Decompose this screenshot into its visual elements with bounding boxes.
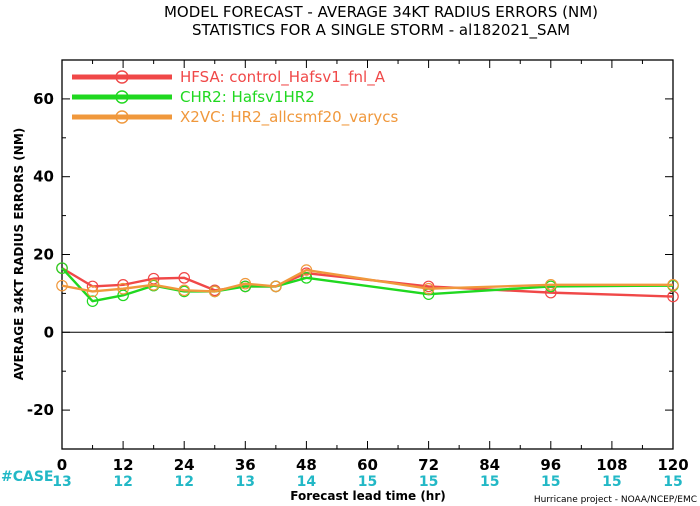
y-axis-label: AVERAGE 34KT RADIUS ERRORS (NM)	[12, 128, 26, 380]
x-axis-label: Forecast lead time (hr)	[290, 489, 446, 503]
series-2-marker-0	[56, 262, 68, 274]
case-count-108: 15	[602, 474, 621, 490]
y-tick-label-20: 20	[33, 246, 54, 264]
series-3-marker-18	[147, 279, 160, 291]
case-count-72: 15	[419, 474, 438, 490]
series-2-marker-48	[300, 272, 313, 284]
legend-marker-2	[115, 90, 129, 104]
series-3-marker-6	[86, 285, 99, 298]
case-count-36: 13	[236, 474, 255, 490]
x-tick-label-0: 0	[57, 456, 67, 474]
case-count-120: 15	[663, 474, 682, 490]
y-tick-label-60: 60	[33, 90, 54, 108]
x-tick-label-12: 12	[113, 456, 134, 474]
credit-text: Hurricane project - NOAA/NCEP/EMC	[534, 495, 697, 505]
legend-label-1: HFSA: control_Hafsv1_fnl_A	[180, 68, 386, 87]
case-count-24: 12	[174, 474, 193, 490]
case-count-48: 14	[297, 474, 317, 490]
case-count-96: 15	[541, 474, 560, 490]
series-3-marker-42	[270, 280, 282, 293]
x-tick-label-48: 48	[296, 456, 317, 474]
y-tick-label--20: -20	[27, 401, 54, 419]
legend-label-2: CHR2: Hafsv1HR2	[180, 88, 315, 106]
x-tick-label-120: 120	[657, 456, 688, 474]
y-tick-label-0: 0	[44, 323, 54, 341]
x-tick-label-24: 24	[174, 456, 195, 474]
chart-title-line-1: MODEL FORECAST - AVERAGE 34KT RADIUS ERR…	[164, 3, 598, 21]
series-2-marker-12	[117, 289, 129, 302]
series-3-marker-36	[239, 277, 252, 290]
chart-title-line-2: STATISTICS FOR A SINGLE STORM - al182021…	[192, 21, 570, 40]
series-3-marker-72	[422, 282, 435, 295]
case-count-label: #CASE	[1, 469, 54, 485]
legend-label-3: X2VC: HR2_allcsmf20_varycs	[180, 108, 399, 127]
x-tick-label-108: 108	[596, 456, 627, 474]
legend-marker-3	[115, 110, 129, 124]
series-2-marker-6	[86, 295, 99, 307]
series-3-marker-120	[667, 279, 679, 291]
series-3-marker-12	[117, 282, 129, 295]
case-count-84: 15	[480, 474, 499, 490]
series-3-marker-24	[178, 284, 190, 297]
series-3-marker-0	[56, 279, 68, 292]
series-3-marker-96	[544, 279, 557, 291]
x-tick-label-84: 84	[479, 456, 500, 474]
x-tick-label-96: 96	[540, 456, 561, 474]
series-3-marker-48	[300, 264, 313, 276]
series-3-marker-30	[208, 285, 221, 298]
x-tick-label-72: 72	[418, 456, 439, 474]
x-tick-label-60: 60	[357, 456, 378, 474]
y-tick-label-40: 40	[33, 168, 54, 186]
legend-marker-1	[115, 70, 129, 84]
series-1-marker-24	[178, 272, 190, 284]
series-2-marker-36	[239, 280, 252, 293]
series-line-1	[61, 267, 674, 298]
case-count-12: 12	[113, 474, 132, 490]
case-count-60: 15	[358, 474, 377, 490]
case-count-0: 13	[52, 474, 71, 490]
x-tick-label-36: 36	[235, 456, 256, 474]
